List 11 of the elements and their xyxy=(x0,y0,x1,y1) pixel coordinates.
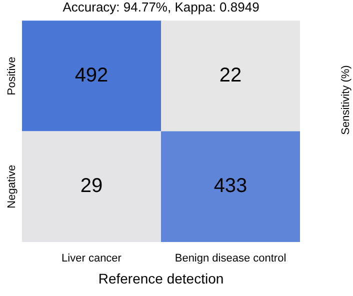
chart-title: Accuracy: 94.77%, Kappa: 0.8949 xyxy=(62,0,260,14)
data-label: 433 xyxy=(214,175,248,198)
y-tick-label: Negative xyxy=(6,164,18,208)
y-tick-label: Positive xyxy=(6,56,18,96)
x-tick-label: Liver cancer xyxy=(62,252,122,265)
text: Sensitivity (%) xyxy=(340,65,352,135)
data-label: 492 xyxy=(74,64,108,86)
x-tick-label: Benign disease control xyxy=(174,252,286,265)
data-label: 29 xyxy=(80,175,103,198)
data-label: 22 xyxy=(219,64,242,86)
x-axis-title: Reference detection xyxy=(98,270,224,286)
